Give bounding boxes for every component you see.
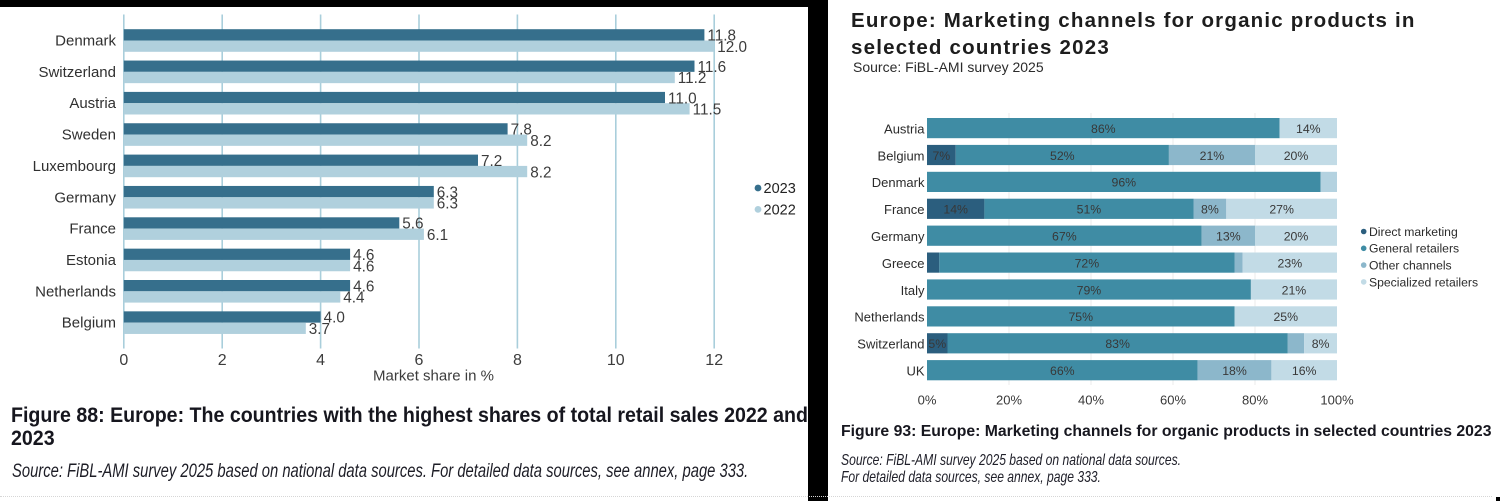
- svg-text:UK: UK: [906, 363, 924, 378]
- svg-text:4.0: 4.0: [324, 310, 345, 327]
- svg-text:4.4: 4.4: [343, 290, 365, 307]
- svg-text:96%: 96%: [1111, 176, 1136, 190]
- svg-text:21%: 21%: [1282, 283, 1307, 297]
- svg-text:6.1: 6.1: [427, 227, 448, 244]
- svg-text:75%: 75%: [1068, 310, 1093, 324]
- svg-text:4.6: 4.6: [353, 258, 374, 275]
- svg-text:7%: 7%: [932, 149, 950, 163]
- svg-text:Netherlands: Netherlands: [35, 283, 116, 300]
- svg-text:23%: 23%: [1278, 256, 1303, 270]
- svg-text:General retailers: General retailers: [1369, 242, 1459, 256]
- svg-text:Austria: Austria: [884, 121, 925, 136]
- svg-text:Belgium: Belgium: [878, 148, 925, 163]
- svg-text:Market share in %: Market share in %: [373, 368, 494, 385]
- svg-text:14%: 14%: [943, 203, 968, 217]
- svg-text:11.0: 11.0: [668, 90, 697, 107]
- svg-text:25%: 25%: [1273, 310, 1298, 324]
- svg-text:11.8: 11.8: [707, 28, 736, 45]
- svg-text:20%: 20%: [1284, 149, 1309, 163]
- svg-text:11.5: 11.5: [693, 102, 722, 119]
- svg-text:83%: 83%: [1105, 337, 1130, 351]
- svg-text:86%: 86%: [1091, 122, 1116, 136]
- svg-text:52%: 52%: [1050, 149, 1075, 163]
- svg-text:60%: 60%: [1160, 393, 1186, 408]
- svg-text:2: 2: [218, 352, 227, 369]
- svg-text:21%: 21%: [1200, 149, 1225, 163]
- svg-text:Luxembourg: Luxembourg: [33, 158, 116, 175]
- svg-text:8%: 8%: [1312, 337, 1330, 351]
- svg-text:66%: 66%: [1050, 364, 1075, 378]
- svg-text:France: France: [884, 202, 924, 217]
- svg-text:0%: 0%: [918, 393, 937, 408]
- svg-text:7.2: 7.2: [481, 153, 502, 170]
- svg-text:51%: 51%: [1077, 203, 1102, 217]
- svg-text:27%: 27%: [1269, 203, 1294, 217]
- svg-text:11.6: 11.6: [698, 59, 727, 76]
- svg-text:Other channels: Other channels: [1369, 259, 1452, 273]
- svg-text:8: 8: [513, 352, 522, 369]
- svg-text:40%: 40%: [1078, 393, 1104, 408]
- svg-text:80%: 80%: [1242, 393, 1268, 408]
- svg-text:4.6: 4.6: [353, 247, 374, 264]
- svg-text:2022: 2022: [764, 203, 796, 219]
- svg-text:Sweden: Sweden: [62, 127, 116, 144]
- svg-text:2023: 2023: [764, 181, 796, 197]
- svg-text:Austria: Austria: [69, 95, 116, 112]
- svg-text:Denmark: Denmark: [55, 33, 116, 50]
- svg-text:16%: 16%: [1292, 364, 1317, 378]
- svg-text:Italy: Italy: [901, 283, 925, 298]
- svg-text:Germany: Germany: [871, 229, 925, 244]
- svg-text:14%: 14%: [1296, 122, 1321, 136]
- svg-text:8.2: 8.2: [530, 133, 551, 150]
- svg-text:6: 6: [415, 352, 424, 369]
- svg-text:6.3: 6.3: [437, 184, 458, 201]
- svg-text:Germany: Germany: [54, 189, 116, 206]
- svg-text:Direct marketing: Direct marketing: [1369, 225, 1458, 239]
- svg-text:Switzerland: Switzerland: [857, 337, 924, 352]
- svg-text:France: France: [69, 221, 116, 238]
- svg-text:Denmark: Denmark: [872, 175, 925, 190]
- svg-text:67%: 67%: [1052, 230, 1077, 244]
- svg-text:Estonia: Estonia: [66, 252, 117, 269]
- svg-text:20%: 20%: [996, 393, 1022, 408]
- svg-text:4: 4: [316, 352, 325, 369]
- svg-text:18%: 18%: [1222, 364, 1247, 378]
- svg-text:Specialized retailers: Specialized retailers: [1369, 275, 1478, 289]
- svg-text:8%: 8%: [1201, 203, 1219, 217]
- svg-text:10: 10: [607, 352, 625, 369]
- svg-text:Switzerland: Switzerland: [38, 64, 116, 81]
- svg-text:12: 12: [705, 352, 723, 369]
- svg-text:20%: 20%: [1284, 230, 1309, 244]
- svg-text:Greece: Greece: [882, 256, 925, 271]
- svg-text:11.2: 11.2: [678, 70, 707, 87]
- svg-text:Belgium: Belgium: [62, 315, 116, 332]
- svg-text:12.0: 12.0: [717, 39, 747, 56]
- svg-text:100%: 100%: [1320, 393, 1354, 408]
- svg-text:5.6: 5.6: [402, 216, 423, 233]
- svg-text:5%: 5%: [928, 337, 946, 351]
- svg-text:79%: 79%: [1077, 283, 1102, 297]
- svg-text:4.6: 4.6: [353, 278, 374, 295]
- svg-text:13%: 13%: [1216, 230, 1241, 244]
- svg-text:8.2: 8.2: [530, 164, 551, 181]
- svg-text:7.8: 7.8: [511, 122, 532, 139]
- svg-text:3.7: 3.7: [309, 321, 330, 338]
- svg-text:6.3: 6.3: [437, 196, 458, 213]
- svg-text:0: 0: [119, 352, 128, 369]
- svg-text:72%: 72%: [1075, 256, 1100, 270]
- svg-text:Netherlands: Netherlands: [854, 310, 925, 325]
